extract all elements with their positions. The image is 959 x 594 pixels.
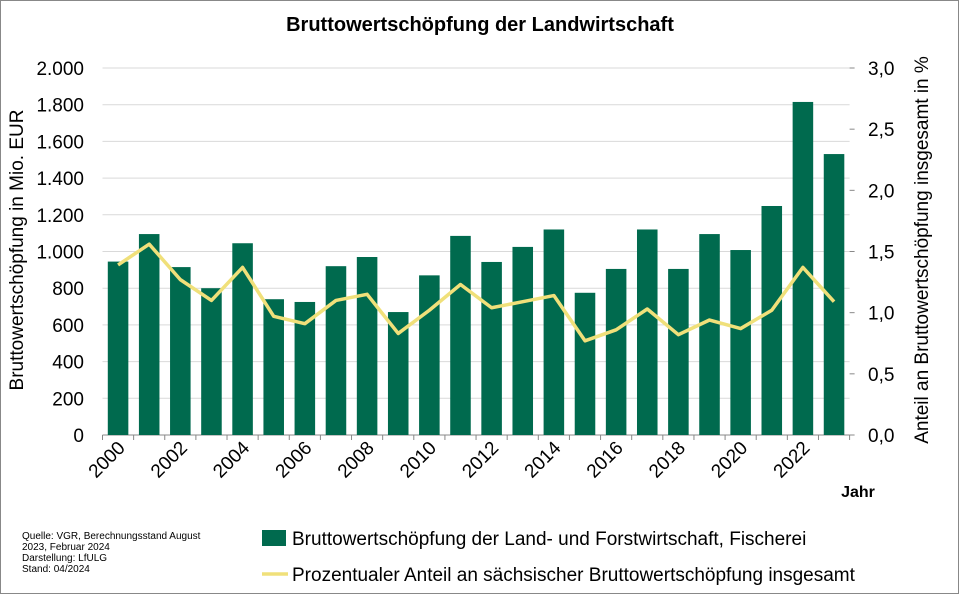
y2-tick-label: 2,5 [868,120,894,141]
y-tick-label: 200 [52,389,84,410]
legend-label: Bruttowertschöpfung der Land- und Forstw… [292,529,806,550]
y2-tick-label: 1,5 [868,243,894,264]
bar [699,234,720,435]
bar [512,246,534,435]
bar [823,154,845,435]
y-tick-label: 1.000 [36,243,84,264]
source-note: 2023, Februar 2024 [22,542,110,553]
bar [636,229,658,435]
bar [450,235,471,435]
y-tick-label: 400 [52,353,84,374]
bar [138,234,160,435]
bar [107,261,129,435]
bar [201,288,222,435]
source-note: Stand: 04/2024 [22,564,90,575]
line [117,242,836,343]
bar [481,261,502,435]
y2-tick-label: 0,0 [868,426,894,447]
y-tick-label: 0 [73,426,84,447]
bar [356,257,378,435]
y-tick-label: 600 [52,316,84,337]
x-axis-title: Jahr [841,484,875,501]
y2-tick-label: 2,0 [868,181,894,202]
y-tick-label: 1.400 [36,169,84,190]
y-axis-title: Bruttowertschöpfung in Mio. EUR [7,110,28,391]
source-note: Quelle: VGR, Berechnungsstand August [22,531,201,542]
chart-title: Bruttowertschöpfung der Landwirtschaft [286,14,674,36]
y2-axis-title: Anteil an Bruttowertschöpfung insgesamt … [912,56,933,444]
bar [232,243,253,435]
bar [263,299,284,435]
bar [605,268,627,435]
y2-tick-label: 3,0 [868,59,894,80]
legend-label: Prozentualer Anteil an sächsischer Brutt… [292,565,856,586]
y-tick-label: 2.000 [36,59,84,80]
y-tick-label: 1.600 [36,132,84,153]
bar [294,301,316,435]
y2-tick-label: 0,5 [868,365,894,386]
legend-swatch [262,530,286,546]
y-tick-label: 1.800 [36,96,84,117]
bar [325,266,347,435]
source-note: Darstellung: LfULG [22,553,107,564]
bar [387,312,409,435]
y-tick-label: 800 [52,279,84,300]
bar [543,229,565,435]
y-tick-label: 1.200 [36,206,84,227]
bar [419,275,440,435]
bar [668,268,689,435]
bar [761,205,783,435]
bar [574,292,596,435]
y2-tick-label: 1,0 [868,304,894,325]
bar [730,250,751,435]
bar [170,267,191,435]
